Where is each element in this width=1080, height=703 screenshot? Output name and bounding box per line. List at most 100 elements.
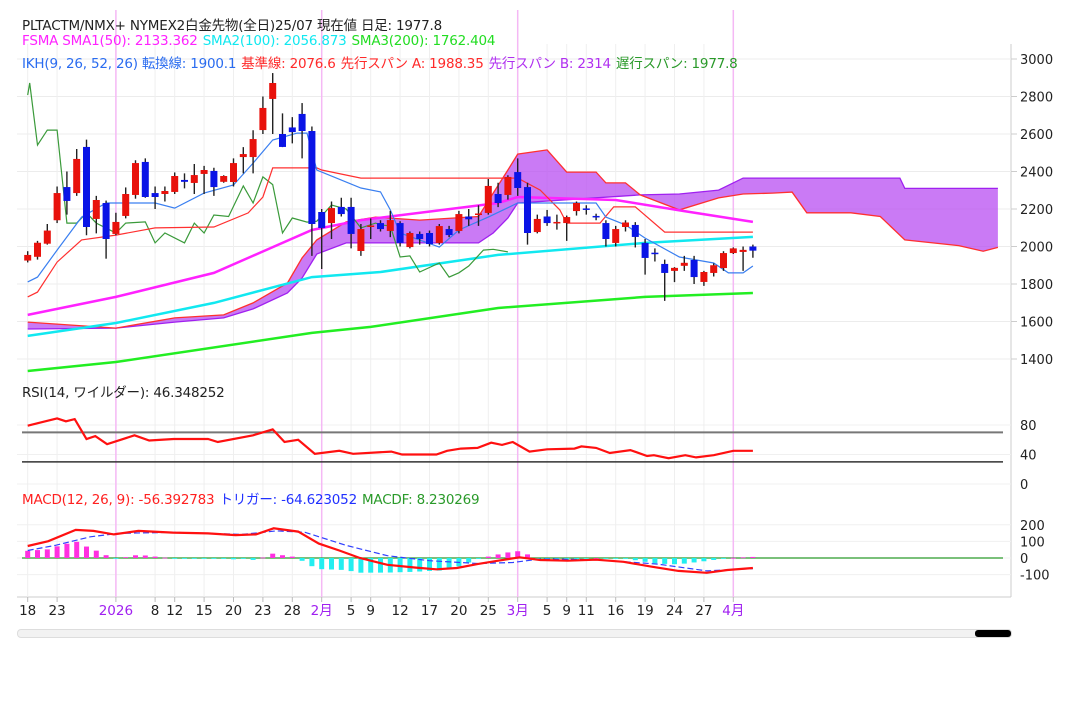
candle [426, 230, 433, 247]
macd-histogram-bar [417, 558, 423, 572]
candle-body [367, 225, 375, 227]
candle-body [24, 254, 32, 261]
macd-histogram-bar [299, 558, 305, 561]
candle [651, 248, 659, 262]
macd-histogram-bar [260, 557, 266, 559]
candle-body [308, 131, 316, 224]
candle-body [63, 187, 71, 201]
candle [612, 225, 620, 247]
macd-histogram-bar [113, 558, 119, 559]
candle [524, 182, 531, 245]
chart-title: PLTACTM/NMX+ NYMEX2白金先物(全日)25/07 現在値 日足:… [22, 18, 443, 34]
macd-histogram-bar [691, 558, 697, 563]
candle [739, 246, 747, 271]
candle-body [259, 107, 267, 131]
candle [553, 214, 561, 230]
candle [337, 197, 345, 217]
price-tick-label: 1400 [1020, 353, 1053, 368]
candle-body [700, 272, 708, 282]
macd-histogram-bar [368, 558, 374, 573]
candle [141, 158, 149, 198]
macd-histogram-bar [485, 556, 491, 558]
candle-body [416, 233, 424, 239]
macd-histogram-bar [142, 555, 148, 558]
sma1-line [27, 195, 754, 317]
candle [308, 126, 316, 256]
kijun-line [27, 167, 753, 298]
candle [406, 231, 414, 249]
candle-body [43, 230, 51, 244]
macd-histogram-bar [476, 558, 481, 559]
macd-histogram-bar [348, 558, 354, 572]
candle-body [504, 176, 512, 195]
macd-histogram-bar [711, 558, 717, 560]
macd-histogram-bar [162, 557, 168, 559]
sma2-line [27, 235, 753, 338]
candle [445, 225, 453, 238]
macd-histogram-bar [495, 554, 501, 558]
candle-body [729, 248, 737, 254]
price-tick-label: 2400 [1020, 166, 1053, 181]
candle-body [171, 176, 179, 192]
macdf-value: MACDF: 8.230269 [361, 492, 480, 508]
candle [249, 130, 257, 174]
candle [641, 239, 649, 275]
macd-histogram-bar [152, 556, 158, 558]
price-tick-label: 2800 [1020, 91, 1053, 106]
macd-histogram-bar [436, 558, 442, 571]
candle [435, 224, 443, 245]
ichimoku-cloud [27, 149, 998, 329]
candle-body [739, 249, 747, 252]
candle [484, 179, 492, 215]
candle-body [465, 216, 473, 220]
scrollbar-thumb[interactable] [975, 630, 1011, 637]
macd-histogram-bar [74, 541, 80, 558]
candle-body [631, 224, 639, 237]
candle-body [543, 216, 551, 224]
date-label: 20 [450, 603, 467, 619]
candle [455, 210, 463, 234]
candle [661, 259, 669, 301]
span-b-line [27, 177, 998, 330]
candle-body [141, 161, 149, 197]
candle-body [386, 220, 394, 231]
macd-signal-line [27, 530, 753, 572]
candle-body [494, 194, 502, 203]
candle-body [426, 233, 433, 245]
candle-body [328, 208, 335, 224]
date-label: 17 [421, 603, 438, 619]
candle [367, 218, 375, 239]
date-label: 15 [196, 603, 213, 619]
rsi-tick-label: 40 [1020, 449, 1037, 464]
macd-tick-label: -100 [1020, 569, 1050, 584]
date-label: 8 [151, 603, 160, 619]
chikou-legend: 遅行スパン: 1977.8 [615, 56, 738, 72]
candle-body [573, 203, 580, 212]
candle-body [230, 163, 237, 182]
candle [269, 73, 277, 134]
candle [171, 172, 179, 194]
candle [377, 220, 384, 232]
candle-body [200, 170, 208, 174]
candle-body [210, 170, 218, 188]
candle [475, 205, 482, 226]
candle-body [435, 226, 443, 243]
date-label: 2月 [311, 603, 333, 619]
rsi-tick-label: 0 [1020, 478, 1028, 493]
chart-scrollbar[interactable] [17, 629, 1012, 638]
sma3-line [27, 291, 753, 373]
candle-body [445, 229, 453, 236]
rsi-label: RSI(14, ワイルダー): 46.348252 [22, 385, 225, 401]
candle [396, 221, 404, 247]
candle-body [377, 223, 384, 230]
macd-histogram-bar [672, 558, 677, 565]
span-a-line [27, 149, 999, 329]
candle-body [514, 172, 522, 188]
cloud-fill [27, 149, 998, 329]
macd-histogram-bar [681, 558, 687, 564]
macd-histogram-bar [505, 552, 511, 558]
macd-histogram-bar [750, 556, 756, 558]
macd-tick-label: 100 [1020, 535, 1045, 550]
macd-tick-label: 0 [1020, 552, 1028, 567]
